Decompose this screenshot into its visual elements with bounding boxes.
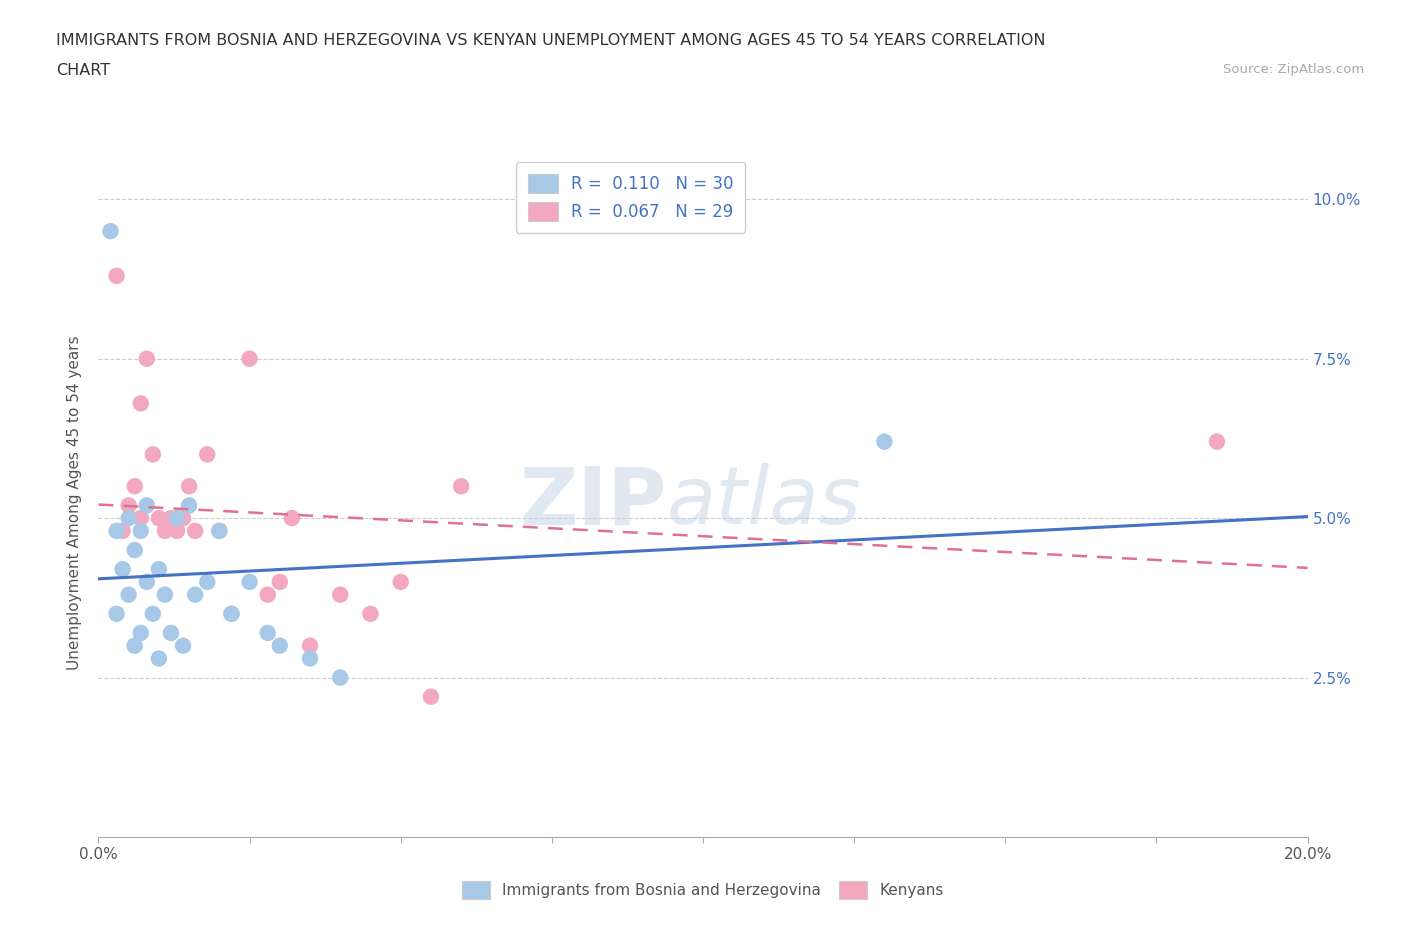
Point xyxy=(129,396,152,411)
Point xyxy=(329,587,352,602)
Point xyxy=(1206,434,1229,449)
Point xyxy=(179,498,201,512)
Point xyxy=(118,511,141,525)
Point xyxy=(148,562,170,577)
Point xyxy=(148,651,170,666)
Point xyxy=(142,447,165,462)
Point xyxy=(450,479,472,494)
Point xyxy=(239,352,262,366)
Point xyxy=(329,671,352,685)
Point xyxy=(100,224,122,239)
Point xyxy=(184,587,207,602)
Point xyxy=(129,524,152,538)
Point xyxy=(208,524,231,538)
Point xyxy=(873,434,896,449)
Point xyxy=(299,651,322,666)
Point xyxy=(179,479,201,494)
Point xyxy=(269,575,291,590)
Y-axis label: Unemployment Among Ages 45 to 54 years: Unemployment Among Ages 45 to 54 years xyxy=(67,335,83,670)
Point xyxy=(256,626,278,641)
Point xyxy=(124,542,146,557)
Point xyxy=(360,606,382,621)
Point xyxy=(111,524,134,538)
Point xyxy=(239,575,262,590)
Point xyxy=(105,269,128,284)
Text: atlas: atlas xyxy=(666,463,862,541)
Point xyxy=(111,562,134,577)
Point xyxy=(118,587,141,602)
Point xyxy=(118,498,141,512)
Point xyxy=(195,575,218,590)
Point xyxy=(153,524,176,538)
Point xyxy=(124,638,146,653)
Point xyxy=(148,511,170,525)
Point xyxy=(208,524,231,538)
Point xyxy=(221,606,243,621)
Point xyxy=(281,511,304,525)
Point xyxy=(135,498,157,512)
Point xyxy=(160,626,183,641)
Point xyxy=(172,638,194,653)
Text: ZIP: ZIP xyxy=(519,463,666,541)
Point xyxy=(299,638,322,653)
Point xyxy=(153,587,176,602)
Point xyxy=(221,606,243,621)
Point xyxy=(184,524,207,538)
Point xyxy=(166,511,188,525)
Point xyxy=(129,626,152,641)
Point xyxy=(195,447,218,462)
Legend: Immigrants from Bosnia and Herzegovina, Kenyans: Immigrants from Bosnia and Herzegovina, … xyxy=(456,873,950,907)
Point xyxy=(142,606,165,621)
Point xyxy=(105,606,128,621)
Point xyxy=(420,689,443,704)
Point xyxy=(105,524,128,538)
Point xyxy=(124,479,146,494)
Point xyxy=(129,511,152,525)
Point xyxy=(269,638,291,653)
Point xyxy=(166,524,188,538)
Point xyxy=(256,587,278,602)
Point xyxy=(389,575,412,590)
Point xyxy=(135,575,157,590)
Point xyxy=(135,352,157,366)
Text: Source: ZipAtlas.com: Source: ZipAtlas.com xyxy=(1223,63,1364,76)
Point xyxy=(160,511,183,525)
Text: CHART: CHART xyxy=(56,63,110,78)
Text: IMMIGRANTS FROM BOSNIA AND HERZEGOVINA VS KENYAN UNEMPLOYMENT AMONG AGES 45 TO 5: IMMIGRANTS FROM BOSNIA AND HERZEGOVINA V… xyxy=(56,33,1046,47)
Point xyxy=(172,511,194,525)
